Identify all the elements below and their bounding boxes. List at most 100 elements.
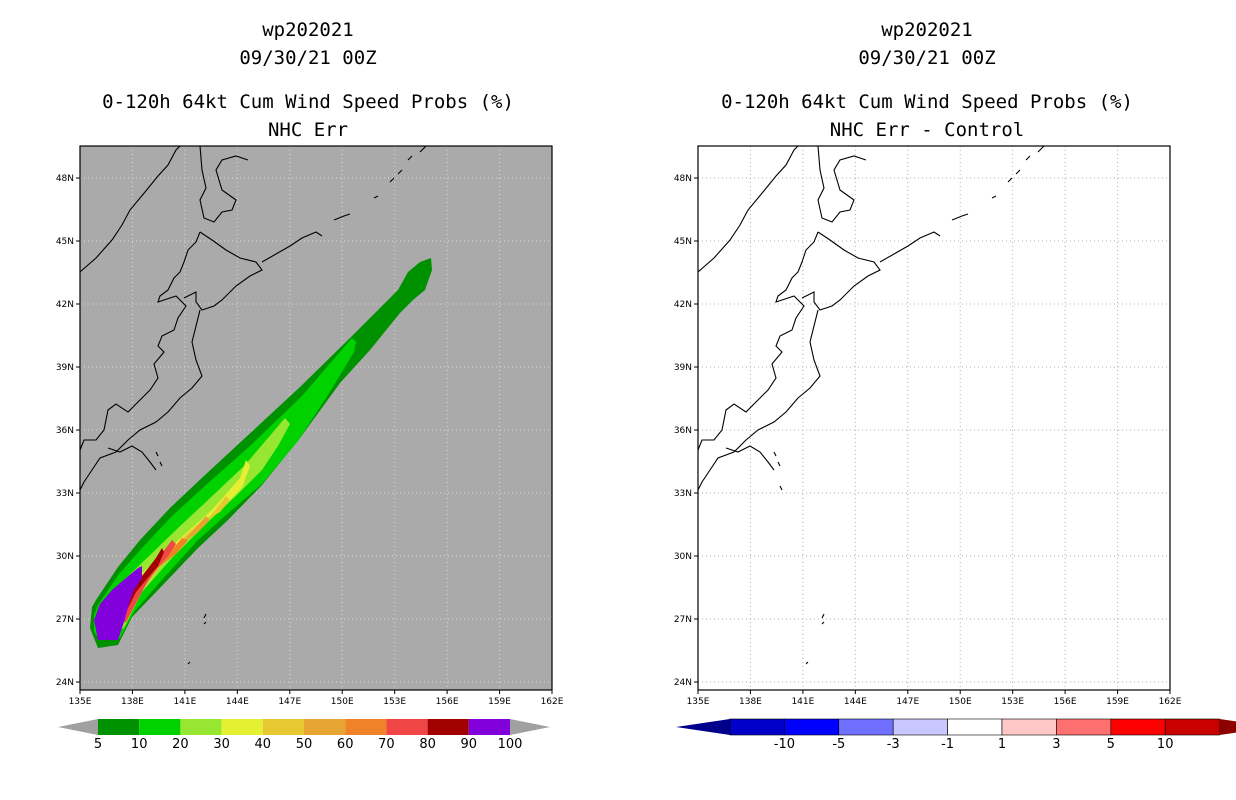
lon-tick-label: 150E — [331, 697, 354, 707]
lon-tick-label: 153E — [383, 697, 406, 707]
lon-tick-label: 144E — [844, 697, 867, 707]
colorbar-box — [892, 718, 948, 736]
colorbar-box — [838, 718, 894, 736]
lon-tick-label: 159E — [488, 697, 511, 707]
right-title-storm: wp202021 — [881, 19, 973, 41]
left-longitude-labels: 135E 138E 141E 144E 147E 150E 153E 156E 159E 162E — [69, 690, 564, 707]
lat-tick-label: 30N — [56, 552, 74, 562]
lat-tick-label: 36N — [674, 426, 692, 436]
colorbar-label: 40 — [255, 737, 272, 752]
lat-tick-label: 42N — [56, 300, 74, 310]
right-title-date: 09/30/21 00Z — [858, 47, 996, 69]
colorbar-left-end — [676, 719, 730, 735]
lon-tick-label: 141E — [173, 697, 196, 707]
colorbar-box — [345, 719, 387, 735]
lat-tick-label: 24N — [56, 678, 74, 688]
left-map: 48N 45N 42N 39N 36N 33N 30N 27N 24N 135E 138E 141E… — [56, 145, 564, 752]
colorbar-label: 100 — [498, 737, 523, 752]
colorbar-label: 30 — [213, 737, 230, 752]
colorbar-box — [262, 719, 304, 735]
colorbar-label: 10 — [131, 737, 148, 752]
colorbar-box — [1001, 718, 1057, 736]
colorbar-right-end — [510, 719, 550, 735]
lat-tick-label: 45N — [56, 237, 74, 247]
left-map-frame — [79, 145, 553, 691]
colorbar-box — [386, 719, 428, 735]
lat-tick-label: 42N — [674, 300, 692, 310]
lat-tick-label: 24N — [674, 678, 692, 688]
colorbar-box — [139, 719, 181, 735]
colorbar-right-end — [1219, 719, 1236, 735]
left-title-date: 09/30/21 00Z — [239, 47, 377, 69]
left-title-storm: wp202021 — [262, 19, 354, 41]
colorbar-box — [98, 719, 140, 735]
colorbar-label: 3 — [1052, 737, 1060, 752]
lon-tick-label: 138E — [739, 697, 762, 707]
lon-tick-label: 138E — [121, 697, 144, 707]
right-map-frame — [697, 145, 1171, 691]
lon-tick-label: 162E — [1159, 697, 1182, 707]
colorbar-box — [784, 718, 840, 736]
right-map-background — [698, 146, 1170, 690]
colorbar-label: -10 — [774, 737, 795, 752]
colorbar-label: 20 — [172, 737, 189, 752]
lat-tick-label: 39N — [56, 363, 74, 373]
lon-tick-label: 135E — [687, 697, 710, 707]
colorbar-label: 10 — [1157, 737, 1174, 752]
left-coastlines — [80, 146, 427, 665]
lon-tick-label: 147E — [278, 697, 301, 707]
colorbar-box — [221, 719, 263, 735]
lon-tick-label: 159E — [1106, 697, 1129, 707]
left-map-background — [80, 146, 552, 690]
colorbar-box — [304, 719, 346, 735]
lat-tick-label: 48N — [674, 174, 692, 184]
colorbar-box — [427, 719, 469, 735]
colorbar-label: 50 — [296, 737, 313, 752]
left-probability-swath — [90, 258, 432, 648]
colorbar-box — [1056, 718, 1112, 736]
colorbar-left-end — [58, 719, 98, 735]
left-title-subtitle: NHC Err — [267, 119, 349, 141]
left-title-product: 0-120h 64kt Cum Wind Speed Probs (%) — [102, 91, 514, 113]
left-latitude-labels: 48N 45N 42N 39N 36N 33N 30N 27N 24N — [56, 174, 80, 688]
lon-tick-label: 144E — [226, 697, 249, 707]
colorbar-label: 5 — [94, 737, 102, 752]
right-longitude-labels: 135E 138E 141E 144E 147E 150E 153E 156E 159E 162E — [687, 690, 1182, 707]
right-gridlines — [698, 146, 1170, 690]
lat-tick-label: 33N — [674, 489, 692, 499]
lon-tick-label: 147E — [896, 697, 919, 707]
right-colorbar-labels: -10 -5 -3 -1 1 3 5 10 — [774, 737, 1174, 752]
colorbar-label: 70 — [378, 737, 395, 752]
colorbar-box — [180, 719, 222, 735]
colorbar-box — [729, 718, 785, 736]
lat-tick-label: 27N — [56, 615, 74, 625]
lon-tick-label: 162E — [541, 697, 564, 707]
colorbar-label: -5 — [832, 737, 845, 752]
lat-tick-label: 48N — [56, 174, 74, 184]
lat-tick-label: 30N — [674, 552, 692, 562]
lon-tick-label: 156E — [436, 697, 459, 707]
lat-tick-label: 27N — [674, 615, 692, 625]
colorbar-label: 1 — [998, 737, 1006, 752]
lat-tick-label: 45N — [674, 237, 692, 247]
right-latitude-labels: 48N 45N 42N 39N 36N 33N 30N 27N 24N — [674, 174, 698, 688]
lon-tick-label: 153E — [1001, 697, 1024, 707]
swath-90pct — [94, 566, 142, 640]
lat-tick-label: 36N — [56, 426, 74, 436]
lat-tick-label: 39N — [674, 363, 692, 373]
right-colorbar — [676, 718, 1236, 736]
right-map: 48N 45N 42N 39N 36N 33N 30N 27N 24N 135E 138E 141E… — [674, 145, 1236, 752]
colorbar-label: -3 — [887, 737, 900, 752]
left-colorbar — [58, 719, 550, 735]
colorbar-box — [1164, 718, 1220, 736]
colorbar-box — [1110, 718, 1166, 736]
colorbar-box — [947, 718, 1003, 736]
right-title-product: 0-120h 64kt Cum Wind Speed Probs (%) — [721, 91, 1133, 113]
lon-tick-label: 135E — [69, 697, 92, 707]
lon-tick-label: 150E — [949, 697, 972, 707]
colorbar-box — [468, 719, 510, 735]
colorbar-label: 80 — [419, 737, 436, 752]
colorbar-label: -1 — [941, 737, 954, 752]
lon-tick-label: 141E — [791, 697, 814, 707]
lat-tick-label: 33N — [56, 489, 74, 499]
